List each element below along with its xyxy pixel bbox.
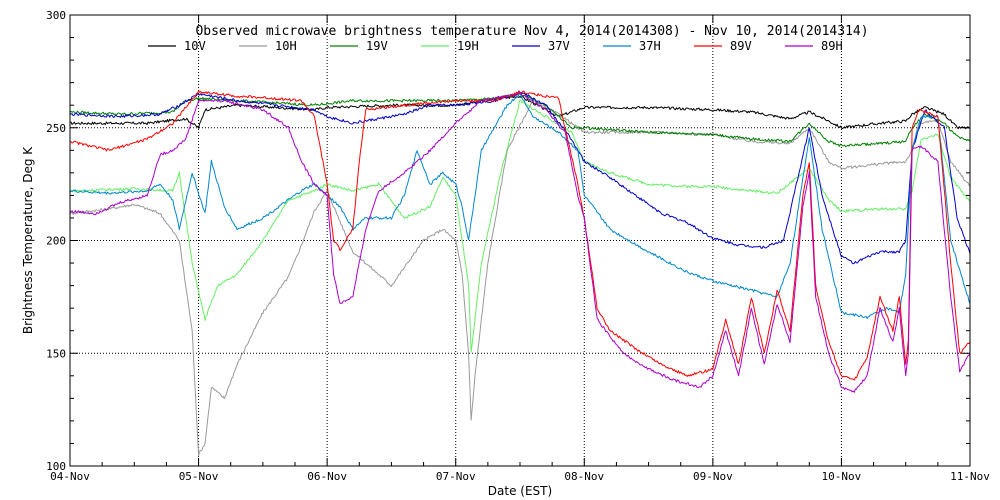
y-tick-label: 100 bbox=[46, 460, 66, 473]
x-tick-label: 11-Nov bbox=[950, 470, 990, 483]
y-tick-label: 150 bbox=[46, 347, 66, 360]
series-line-89h bbox=[69, 92, 971, 393]
series-lines bbox=[69, 90, 971, 457]
legend-label-89h: 89H bbox=[821, 39, 843, 53]
legend-label-10h: 10H bbox=[275, 39, 297, 53]
x-tick-label: 09-Nov bbox=[693, 470, 733, 483]
x-tick-label: 05-Nov bbox=[179, 470, 219, 483]
y-axis-label: Brightness Temperature, Deg K bbox=[21, 146, 35, 334]
legend-label-19v: 19V bbox=[366, 39, 388, 53]
y-tick-label: 200 bbox=[46, 235, 66, 248]
series-line-19h bbox=[69, 99, 971, 353]
legend-label-19h: 19H bbox=[457, 39, 479, 53]
x-tick-label: 06-Nov bbox=[307, 470, 347, 483]
chart-title: Observed microwave brightness temperatur… bbox=[195, 24, 868, 39]
series-line-37h bbox=[69, 92, 971, 319]
series-line-37v bbox=[69, 90, 971, 265]
y-tick-label: 250 bbox=[46, 122, 66, 135]
axis-ticks: 100 150 200 250 300 04-Nov 05-Nov 06-Nov 07-Nov 0… bbox=[46, 9, 990, 483]
series-line-10h bbox=[69, 99, 971, 457]
x-tick-label: 04-Nov bbox=[50, 470, 90, 483]
legend: 10V 10H 19V 19H 37V 37H 89V 89H bbox=[148, 39, 843, 53]
x-tick-label: 08-Nov bbox=[564, 470, 604, 483]
legend-label-37h: 37H bbox=[639, 39, 661, 53]
x-tick-label: 07-Nov bbox=[436, 470, 476, 483]
legend-label-89v: 89V bbox=[730, 39, 752, 53]
x-axis-label: Date (EST) bbox=[488, 484, 552, 498]
x-tick-label: 10-Nov bbox=[822, 470, 862, 483]
grid-lines bbox=[70, 15, 970, 466]
y-tick-label: 300 bbox=[46, 9, 66, 22]
legend-label-37v: 37V bbox=[548, 39, 570, 53]
legend-label-10v: 10V bbox=[184, 39, 206, 53]
series-line-10v bbox=[69, 95, 971, 130]
series-line-89v bbox=[70, 90, 971, 381]
